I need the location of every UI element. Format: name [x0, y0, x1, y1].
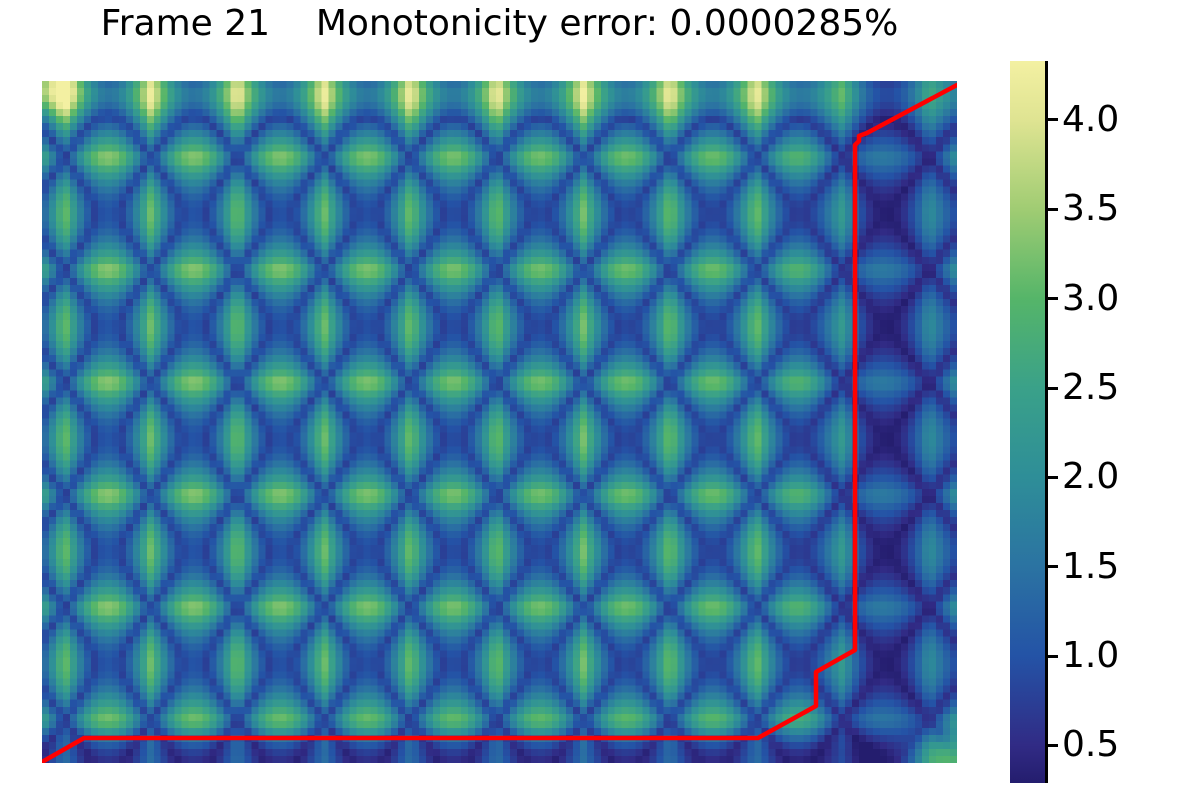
colorbar-tick-mark: [1045, 475, 1058, 479]
colorbar-tick-label: 3.5: [1062, 188, 1120, 230]
colorbar-tick-label: 4.0: [1062, 98, 1120, 140]
colorbar-tick-label: 0.5: [1062, 724, 1120, 766]
colorbar-tick-mark: [1045, 386, 1058, 390]
colorbar-tick-label: 3.0: [1062, 277, 1120, 319]
heatmap-image: [42, 81, 957, 763]
colorbar-tick-label: 2.5: [1062, 367, 1120, 409]
colorbar-tick-mark: [1045, 118, 1058, 122]
colorbar-tick-label: 2.0: [1062, 456, 1120, 498]
chart-title: Frame 21 Monotonicity error: 0.0000285%: [100, 3, 899, 44]
colorbar-tick-mark: [1045, 207, 1058, 211]
colorbar-gradient: [1010, 61, 1045, 783]
colorbar-spine: [1045, 61, 1048, 783]
colorbar-tick-mark: [1045, 565, 1058, 569]
colorbar-tick-mark: [1045, 654, 1058, 658]
colorbar-tick-mark: [1045, 743, 1058, 747]
colorbar-tick-mark: [1045, 297, 1058, 301]
colorbar-tick-label: 1.5: [1062, 545, 1120, 587]
colorbar-tick-label: 1.0: [1062, 635, 1120, 677]
